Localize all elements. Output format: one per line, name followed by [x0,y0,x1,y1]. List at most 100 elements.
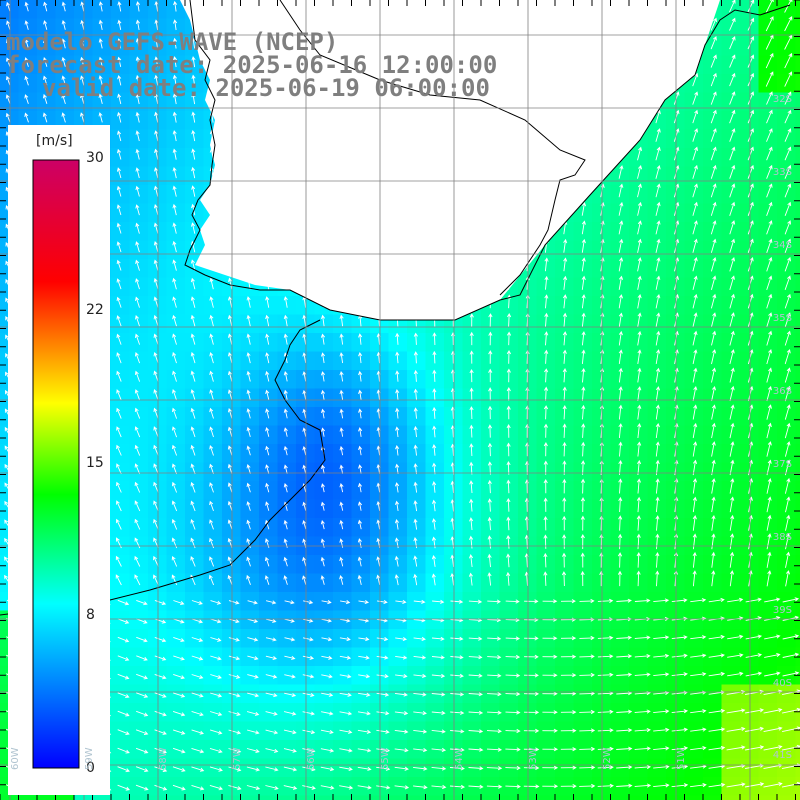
wind-arrow [487,599,501,604]
wind-arrow [764,597,781,603]
wind-arrow [209,426,214,438]
wind-arrow [413,555,418,567]
wind-arrow [191,166,196,179]
wind-arrow [154,19,159,31]
wind-arrow [690,672,707,677]
wind-arrow [339,748,353,753]
speed-cell [795,74,800,94]
wind-arrow [710,275,717,291]
wind-arrow [766,385,772,402]
wind-arrow [729,164,736,179]
wind-arrow [468,747,484,752]
wind-arrow [135,1,141,12]
wind-arrow [302,389,307,400]
wind-arrow [729,91,736,105]
wind-arrow [766,348,773,365]
wind-arrow [283,556,288,567]
wind-arrow [560,710,577,715]
wind-arrow [487,692,502,697]
wind-arrow [228,748,242,754]
wind-arrow [394,500,400,511]
wind-arrow [581,238,586,253]
wind-arrow [581,386,586,401]
wind-arrow [191,74,196,86]
wind-arrow [24,75,29,86]
wind-arrow [358,637,370,642]
wind-arrow [634,709,651,714]
wind-arrow [562,515,567,531]
wind-arrow [413,673,427,679]
wind-arrow [172,259,177,271]
wind-arrow [710,109,717,124]
wind-arrow [98,75,103,86]
wind-arrow [597,709,614,714]
speed-cell [684,795,704,800]
wind-arrow [191,637,204,642]
wind-arrow [729,293,735,309]
wind-arrow [597,654,614,659]
wind-arrow [542,654,558,659]
wind-arrow [413,500,418,512]
wind-arrow [117,729,130,736]
wind-arrow [302,729,316,735]
colorbar-ramp [32,159,80,769]
wind-arrow [618,515,623,531]
wind-arrow [431,499,437,512]
lat-label: 41S [772,750,792,761]
wind-arrow [357,785,372,790]
wind-arrow [116,389,122,401]
wind-arrow [747,220,754,235]
wind-arrow [116,315,122,327]
wind-arrow [190,389,196,401]
wind-arrow [766,164,773,179]
speed-cell [55,795,75,800]
wind-arrow [692,330,698,346]
wind-arrow [210,618,222,624]
colorbar-unit: [m/s] [36,133,73,149]
wind-arrow [320,748,335,753]
wind-arrow [61,1,66,12]
wind-arrow [784,385,791,402]
wind-arrow [710,72,717,87]
wind-arrow [560,617,577,622]
wind-arrow [264,575,270,585]
wind-arrow [209,747,223,754]
speed-cell [499,795,519,800]
wind-arrow [357,748,372,753]
wind-arrow [581,404,586,420]
wind-arrow [784,128,792,142]
speed-cell [795,518,800,538]
wind-arrow [172,222,177,234]
wind-arrow [745,634,763,640]
wind-arrow [708,727,726,732]
wind-arrow [581,220,586,235]
speed-cell [37,795,57,800]
wind-arrow [302,427,307,437]
wind-arrow [469,480,474,494]
wind-arrow [153,352,159,364]
wind-arrow [117,710,130,717]
wind-arrow [487,655,502,660]
wind-arrow [468,673,483,678]
wind-arrow [431,518,437,530]
lon-label: 52W [602,747,613,770]
wind-arrow [634,746,651,751]
wind-arrow [711,551,716,568]
wind-arrow [42,93,48,104]
wind-arrow [265,692,278,698]
wind-arrow [247,655,259,661]
wind-arrow [710,36,717,50]
wind-arrow [745,708,765,714]
wind-arrow [710,183,717,198]
wind-arrow [618,201,624,216]
wind-arrow [708,708,726,714]
wind-arrow [763,726,783,733]
wind-arrow [413,332,418,345]
wind-arrow [117,784,130,791]
wind-arrow [431,636,445,641]
wind-arrow [376,748,391,753]
wind-arrow [711,514,716,531]
wind-arrow [153,333,159,345]
wind-arrow [339,445,344,456]
wind-arrow [655,146,661,161]
